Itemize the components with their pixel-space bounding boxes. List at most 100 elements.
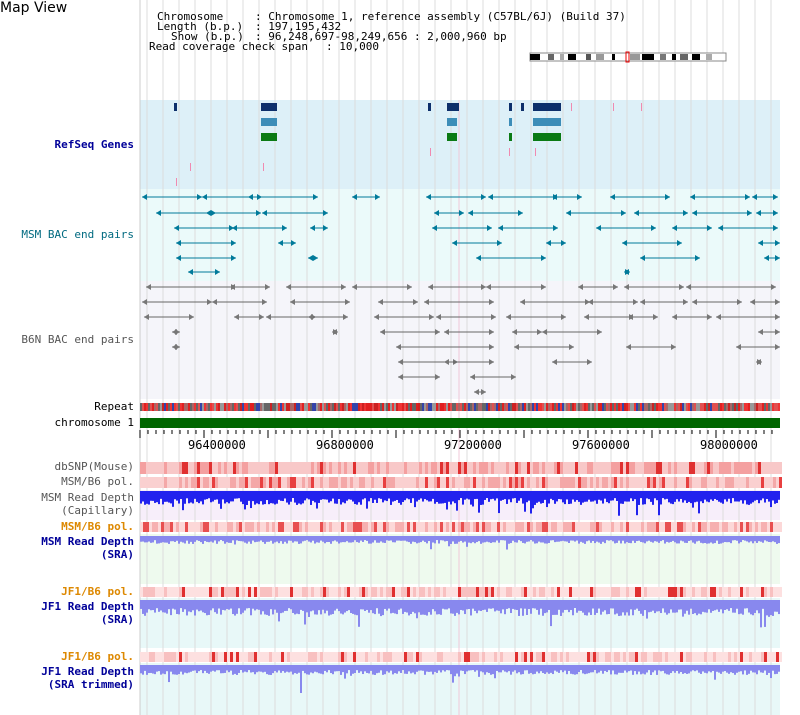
bac-end-marker <box>176 240 181 246</box>
depth-bar <box>542 491 544 504</box>
heat-segment <box>287 652 290 662</box>
depth-bar <box>256 665 258 673</box>
depth-bar <box>374 536 376 541</box>
bac-end-marker <box>745 194 750 200</box>
depth-bar <box>666 536 668 542</box>
depth-bar <box>336 665 338 672</box>
repeat-segment <box>656 403 658 411</box>
depth-bar <box>544 665 546 674</box>
track-label-msm-b6-pol-1[interactable]: MSM/B6 pol. <box>61 475 134 488</box>
heat-segment <box>431 462 434 474</box>
heat-segment <box>512 522 515 532</box>
track-label-msm-read-depth-sra[interactable]: MSM Read Depth <box>41 535 134 548</box>
heat-segment <box>167 522 170 532</box>
bac-end-marker <box>624 284 629 290</box>
heat-segment <box>608 587 611 597</box>
depth-bar <box>598 536 600 543</box>
heat-segment <box>473 587 476 597</box>
depth-bar <box>164 536 166 543</box>
repeat-segment <box>236 403 238 411</box>
depth-bar <box>744 491 746 501</box>
depth-bar <box>300 536 302 544</box>
depth-bar <box>452 600 454 614</box>
depth-bar <box>310 600 312 612</box>
depth-bar <box>640 491 642 499</box>
track-label-refseq[interactable]: RefSeq Genes <box>54 138 134 151</box>
heat-segment <box>575 522 578 532</box>
depth-bar <box>192 536 194 544</box>
depth-bar <box>308 665 310 675</box>
depth-bar <box>552 600 554 615</box>
repeat-segment <box>762 403 764 411</box>
depth-bar <box>206 491 208 500</box>
heat-segment <box>584 522 587 532</box>
track-label-jf1-read-depth-trim[interactable]: JF1 Read Depth <box>41 665 134 678</box>
depth-bar <box>274 491 276 505</box>
depth-bar <box>232 665 234 675</box>
depth-bar <box>482 665 484 673</box>
track-label-msm-bac[interactable]: MSM BAC end pairs <box>21 228 134 241</box>
heat-segment <box>266 477 269 488</box>
bac-end-marker <box>487 225 492 231</box>
heat-segment <box>467 652 470 662</box>
depth-bar <box>212 491 214 502</box>
depth-bar <box>262 491 264 505</box>
heat-segment <box>737 462 740 474</box>
depth-bar <box>650 491 652 502</box>
depth-bar <box>628 536 630 543</box>
depth-bar <box>526 491 528 503</box>
depth-bar <box>354 491 356 504</box>
heat-segment <box>407 587 410 597</box>
track-label-jf1-b6-pol-2[interactable]: JF1/B6 pol. <box>61 650 134 663</box>
track-label-msm-read-depth-cap[interactable]: MSM Read Depth <box>41 491 134 504</box>
depth-bar <box>674 600 676 613</box>
depth-bar <box>538 600 540 615</box>
track-label-jf1-b6-pol-1[interactable]: JF1/B6 pol. <box>61 585 134 598</box>
heat-segment <box>713 462 716 474</box>
depth-bar <box>166 600 168 614</box>
depth-bar <box>614 536 616 544</box>
depth-bar <box>758 600 760 614</box>
depth-bar <box>354 665 356 674</box>
track-label-dbsnp[interactable]: dbSNP(Mouse) <box>54 460 134 473</box>
heat-segment <box>494 522 497 532</box>
depth-bar <box>330 491 332 502</box>
heat-segment <box>143 462 146 474</box>
repeat-segment <box>242 403 244 411</box>
track-label-jf1-read-depth-sra[interactable]: JF1 Read Depth <box>41 600 134 613</box>
depth-bar <box>564 491 566 505</box>
repeat-segment <box>726 403 728 411</box>
heat-segment <box>677 587 680 597</box>
heat-segment <box>698 462 701 474</box>
depth-bar <box>502 491 504 500</box>
heat-segment <box>515 652 518 662</box>
heat-segment <box>158 522 161 532</box>
depth-bar <box>202 491 204 505</box>
track-label-repeat[interactable]: Repeat <box>94 400 134 413</box>
repeat-segment <box>462 403 464 411</box>
heat-segment <box>431 587 434 597</box>
bac-end-marker <box>435 329 440 335</box>
repeat-segment <box>304 403 306 411</box>
bac-end-marker <box>690 194 695 200</box>
track-label-b6n-bac[interactable]: B6N BAC end pairs <box>21 333 134 346</box>
heat-segment <box>293 587 296 597</box>
depth-bar <box>722 491 724 504</box>
bac-end-marker <box>758 329 763 335</box>
track-label-chromosome[interactable]: chromosome 1 <box>54 416 134 429</box>
ideogram-band <box>568 54 576 60</box>
heat-segment <box>620 477 623 488</box>
depth-bar <box>380 536 382 542</box>
depth-bar <box>326 536 328 543</box>
track-label-msm-b6-pol-2[interactable]: MSM/B6 pol. <box>61 520 134 533</box>
depth-bar <box>626 600 628 613</box>
depth-bar <box>276 536 278 542</box>
heat-segment <box>716 462 719 474</box>
bac-end-marker <box>541 255 546 261</box>
repeat-segment <box>592 403 594 411</box>
heat-segment <box>353 522 356 532</box>
depth-bar <box>572 491 574 500</box>
heat-segment <box>623 462 626 474</box>
depth-bar <box>144 665 146 671</box>
